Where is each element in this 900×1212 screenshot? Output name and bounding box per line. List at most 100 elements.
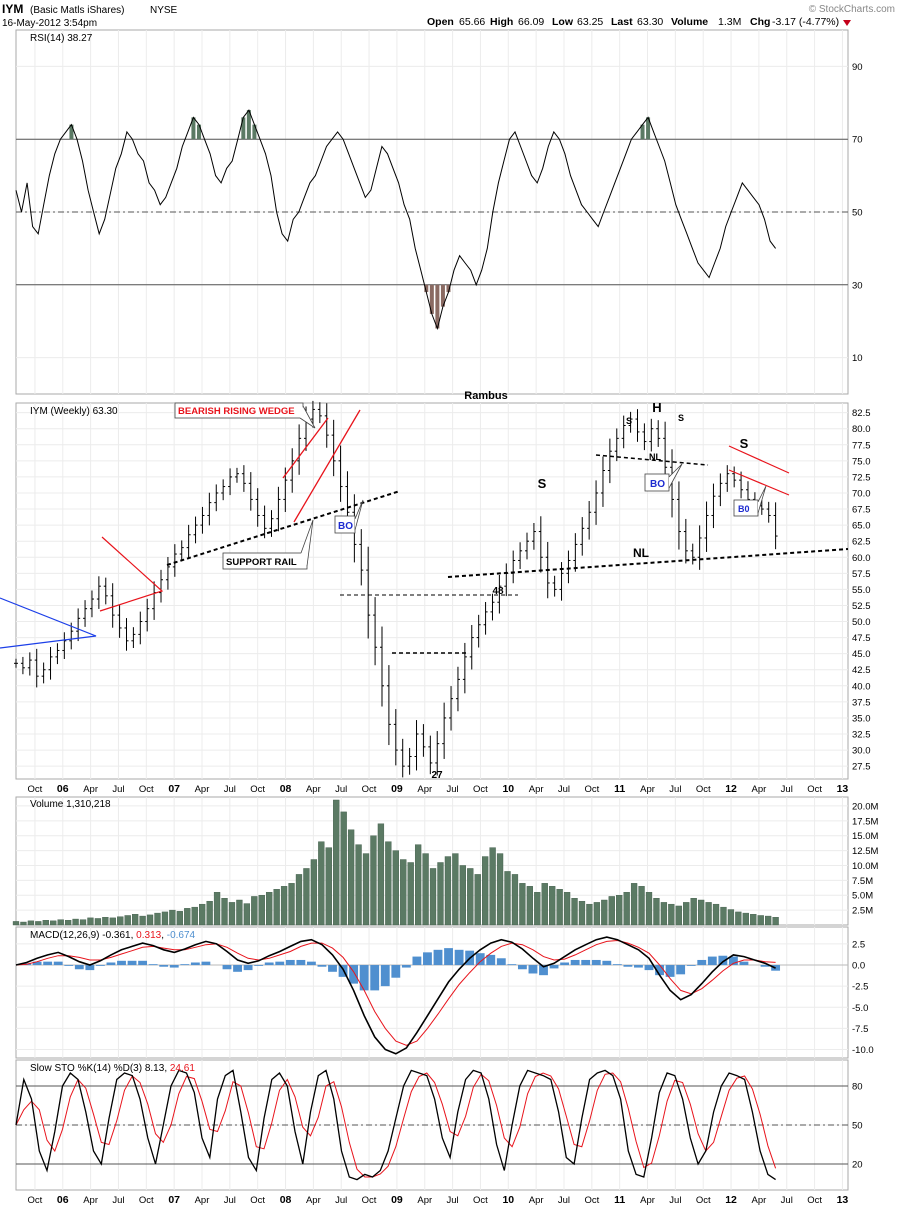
macd-histogram-bar (433, 949, 443, 966)
volume-bar (50, 920, 57, 926)
price-x-label: Jul (447, 784, 459, 795)
volume-y-label: 17.5M (852, 816, 878, 827)
price-y-label: 27.5 (852, 762, 871, 773)
macd-histogram-bar (602, 960, 612, 966)
volume-bar (221, 898, 228, 926)
price-y-label: 32.5 (852, 730, 871, 741)
volume-bar (675, 905, 682, 926)
price-x-label: 13 (837, 783, 849, 795)
volume-bar (266, 892, 273, 926)
price-x-label: Oct (362, 784, 377, 795)
volume-bar (184, 908, 191, 926)
support-rail-callout: SUPPORT RAIL (222, 519, 314, 570)
macd-histogram-bar (591, 959, 601, 966)
volume-y-label: 12.5M (852, 846, 878, 857)
macd-histogram-bar (169, 965, 179, 968)
price-x-label: Jul (335, 784, 347, 795)
macd-histogram-bar (53, 961, 63, 966)
sto-x-label: 11 (614, 1194, 625, 1206)
volume-bar (191, 906, 198, 926)
volume-bar (645, 892, 653, 926)
level-48-label: 48 (492, 586, 504, 597)
sto-x-label: Apr (640, 1195, 655, 1206)
rsi-overbought-fill (640, 124, 645, 140)
sto-x-label: Apr (83, 1195, 98, 1206)
rsi-overbought-fill (252, 124, 257, 140)
volume-bar (511, 874, 519, 926)
volume-bar (161, 911, 169, 926)
price-x-label: Apr (417, 784, 432, 795)
volume-bar (79, 919, 87, 926)
volume-bar (429, 868, 437, 926)
macd-histogram-bar (528, 965, 538, 974)
macd-histogram-bar (623, 965, 633, 967)
rsi-oversold-fill (446, 284, 451, 293)
volume-bar (27, 920, 35, 926)
sto-x-label: Oct (250, 1195, 265, 1206)
sto-x-label: Jul (335, 1195, 347, 1206)
volume-bar (370, 835, 377, 926)
volume-bar (444, 856, 452, 926)
volume-y-label: 15.0M (852, 831, 878, 842)
bo1-label: BO (338, 521, 353, 532)
rsi-overbought-fill (69, 124, 74, 140)
rsi-oversold-fill (424, 284, 429, 293)
price-y-label: 65.0 (852, 521, 871, 532)
volume-bar (630, 883, 638, 926)
macd-histogram-bar (539, 965, 548, 976)
macd-histogram-bar (444, 948, 453, 966)
macd-histogram-bar (644, 965, 654, 971)
volume-bar (414, 844, 422, 926)
macd-histogram-bar (317, 965, 327, 967)
volume-bar (199, 903, 206, 926)
volume-bar (318, 841, 325, 926)
price-x-label: Apr (640, 784, 655, 795)
price-x-label: Apr (83, 784, 98, 795)
macd-panel (15, 926, 849, 1059)
macd-histogram-bar (296, 959, 306, 966)
volume-bar (660, 902, 668, 926)
sto-k-line (15, 1069, 776, 1181)
down-arrow-icon (843, 20, 851, 26)
open-label: Open (427, 16, 454, 28)
macd-histogram-bar (117, 960, 126, 966)
macd-histogram-bar (380, 965, 390, 987)
price-title: IYM (Weekly) 63.30 (30, 406, 118, 417)
volume-bar (236, 899, 243, 926)
rsi-title: RSI(14) 38.27 (30, 33, 93, 44)
bo3-label: B0 (738, 504, 750, 514)
rsi-overbought-fill (191, 117, 196, 140)
macd-hist-value: -0.674 (167, 930, 196, 941)
sto-x-label: Apr (306, 1195, 321, 1206)
volume-y-label: 20.0M (852, 801, 878, 812)
volume-bar (653, 898, 660, 926)
bearish-wedge-label: BEARISH RISING WEDGE (178, 406, 295, 417)
volume-bar (697, 899, 705, 926)
macd-histogram-bar (243, 965, 253, 971)
macd-histogram-bar (676, 965, 686, 975)
volume-bar (735, 911, 742, 926)
price-x-label: 06 (57, 783, 69, 795)
macd-y-label: 2.5 (852, 939, 865, 950)
volume-bar (489, 847, 496, 926)
rsi-y-label: 90 (852, 62, 863, 73)
volume-bar (541, 883, 548, 926)
macd-histogram-bar (739, 961, 749, 966)
rsi-oversold-fill (429, 284, 434, 314)
macd-histogram-bar (285, 959, 295, 966)
macd-histogram-bar (159, 965, 169, 967)
volume-bar (586, 903, 593, 926)
price-y-label: 50.0 (852, 617, 871, 628)
volume-bar (273, 889, 280, 926)
macd-line (15, 936, 776, 1055)
volume-bar (474, 874, 481, 926)
volume-bar (623, 892, 630, 926)
volume-bar (117, 916, 124, 926)
macd-histogram-bar (707, 956, 717, 966)
sto-x-label: Oct (139, 1195, 154, 1206)
volume-bar (169, 909, 176, 926)
author-label: Rambus (464, 390, 507, 402)
volume-bar (452, 853, 459, 926)
price-x-label: Oct (807, 784, 822, 795)
sto-x-label: Jul (224, 1195, 236, 1206)
